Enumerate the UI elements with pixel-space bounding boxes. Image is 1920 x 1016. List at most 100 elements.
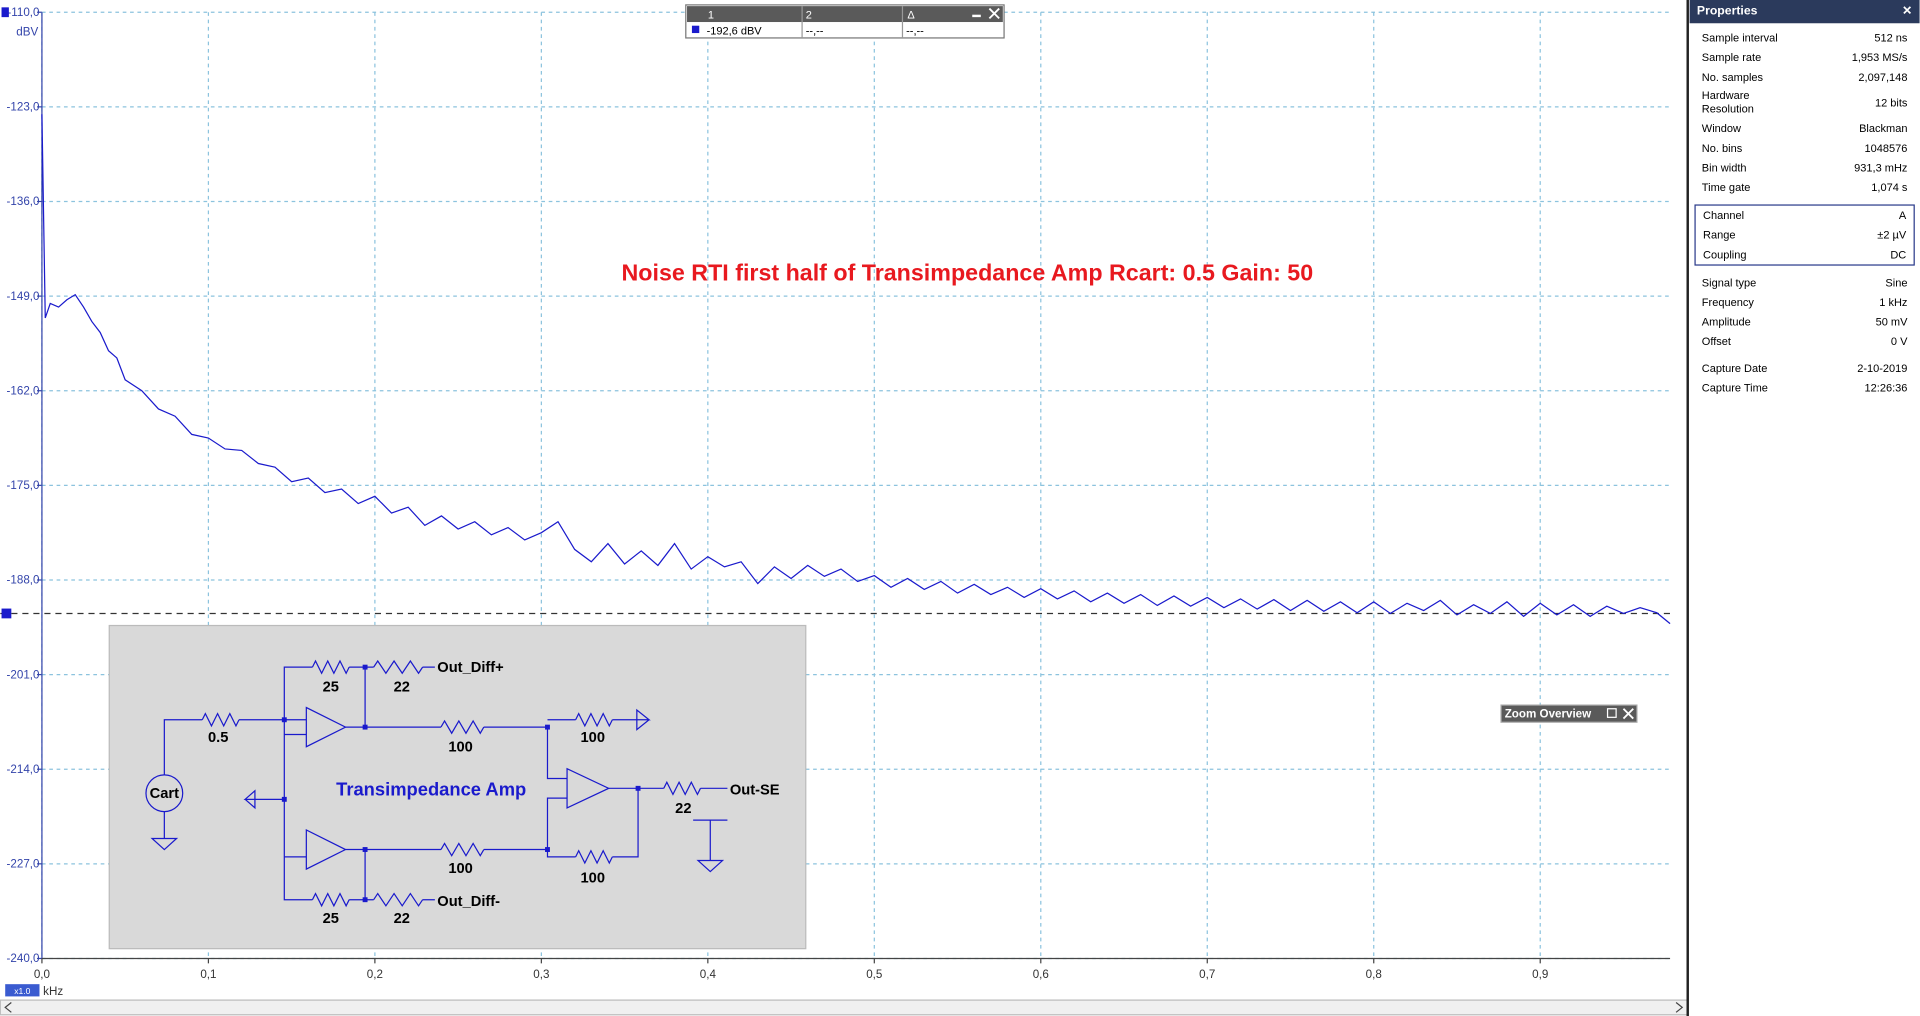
schematic-panel: [108, 624, 807, 950]
properties-title: Properties: [1696, 4, 1758, 19]
x-unit: kHz: [43, 985, 63, 998]
x-tick-label: 0,7: [1199, 968, 1215, 981]
zoom-overview[interactable]: Zoom Overview: [1500, 704, 1638, 723]
property-label: Bin width: [1701, 160, 1747, 174]
property-row: Range ±2 µV: [1696, 225, 1914, 245]
wire: [150, 719, 307, 851]
chart-title: Noise RTI first half of Transimpedance A…: [622, 259, 1314, 285]
axis-handle: [1, 7, 9, 18]
resistor: [663, 780, 702, 796]
property-row: Capture Time 12:26:36: [1694, 378, 1914, 398]
property-label: Capture Date: [1701, 361, 1768, 374]
property-row: No. samples 2,097,148: [1694, 67, 1914, 87]
close-button[interactable]: [988, 7, 1000, 20]
property-row: Channel A: [1696, 206, 1914, 226]
property-value: 2-10-2019: [1857, 362, 1908, 375]
property-value: 512 ns: [1874, 31, 1908, 45]
property-label: Time gate: [1701, 180, 1751, 193]
cursor-handle: [1, 608, 12, 619]
y-tick-label: -214,0: [7, 763, 40, 776]
scroll-arrows[interactable]: [4, 1002, 1684, 1013]
restore-button[interactable]: [1606, 708, 1617, 718]
property-label: Sample interval: [1701, 31, 1778, 44]
x-tick-label: 0,6: [1033, 968, 1049, 981]
resistor: [201, 712, 240, 728]
property-value: 12:26:36: [1864, 381, 1908, 395]
table-header-cell: 1: [708, 9, 714, 21]
property-label: Signal type: [1701, 276, 1757, 289]
wire: [283, 666, 435, 728]
scrollbar[interactable]: [0, 999, 1688, 1016]
table-header-cell: 2: [806, 9, 812, 21]
spectrum-line: [41, 114, 1671, 625]
property-row: Signal type Sine: [1694, 273, 1914, 293]
property-row: Sample interval 512 ns: [1694, 28, 1914, 48]
property-group: Sample interval 512 ns Sample rate 1,953 MS…: [1694, 28, 1914, 197]
property-row: Bin width 931,3 mHz: [1694, 158, 1914, 178]
property-label: Hardware Resolution: [1701, 89, 1754, 116]
y-unit: dBV: [16, 25, 38, 38]
resistor: [440, 842, 485, 857]
zoom-overview-bar: [1500, 704, 1638, 723]
table-cell: --,--: [906, 25, 924, 37]
resistor-label: 25: [323, 911, 339, 927]
source-label: Cart: [150, 786, 179, 802]
property-row: Coupling DC: [1696, 245, 1914, 265]
property-label: Offset: [1701, 334, 1732, 348]
x-tick-label: 0,9: [1532, 968, 1548, 981]
property-value: 0 V: [1890, 335, 1908, 348]
properties-panel: Properties ✕ Sample interval 512 nsSample …: [1689, 0, 1920, 1016]
x-tick-label: 0,3: [533, 968, 549, 981]
output-label: Out_Diff+: [437, 660, 503, 676]
resistor-label: 100: [448, 740, 472, 756]
property-label: Sample rate: [1701, 50, 1762, 64]
x-tick-label: 0,0: [34, 968, 50, 981]
resistor: [373, 892, 424, 907]
resistor: [311, 659, 350, 675]
property-row: Sample rate 1,953 MS/s: [1694, 48, 1914, 68]
properties: Properties ✕ Sample interval 512 ns Sample …: [1689, 0, 1920, 1016]
property-row: Amplitude 50 mV: [1694, 312, 1914, 332]
zoom-button-label: x1.0: [14, 986, 30, 996]
zoom-button[interactable]: [5, 984, 40, 997]
x-tick-label: 0,2: [367, 968, 383, 981]
property-value: 931,3 mHz: [1854, 161, 1908, 174]
y-tick-label: -136,0: [7, 195, 40, 208]
resistor: [440, 719, 485, 735]
wire: [243, 719, 435, 901]
property-value: DC: [1890, 248, 1907, 261]
property-value: Sine: [1885, 276, 1908, 289]
table-cell: --,--: [806, 25, 824, 37]
plot: -110,0 -123,0 -136,0 -149,0 -162,0 -175,0 -188…: [0, 6, 1671, 998]
properties-header: Properties ✕: [1689, 0, 1920, 24]
close-button[interactable]: [1622, 708, 1634, 720]
resistor-label: 0.5: [208, 730, 228, 746]
property-value: 1,953 MS/s: [1851, 51, 1908, 64]
property-value: 1048576: [1864, 141, 1908, 155]
x-tick-label: 0,8: [1366, 968, 1382, 981]
wire: [345, 788, 639, 858]
opamp: [305, 706, 611, 871]
property-row: Time gate 1,074 s: [1694, 177, 1914, 197]
property-label: Channel: [1703, 208, 1745, 221]
measurement-table[interactable]: 1 2 Δ -192,6 dBV --,-- --,--: [685, 4, 1005, 39]
resistor-label: 100: [448, 861, 472, 877]
property-row: Offset 0 V: [1694, 332, 1914, 352]
resistor: [311, 892, 350, 908]
property-row: Capture Date 2-10-2019: [1694, 359, 1914, 379]
table-header: [687, 6, 1003, 23]
property-group: Channel A Range ±2 µV Coupling DC: [1694, 204, 1915, 266]
channel-swatch: [691, 25, 700, 34]
y-tick-label: -227,0: [7, 858, 40, 871]
property-label: Capture Time: [1701, 381, 1768, 394]
property-row: Frequency 1 kHz: [1694, 293, 1914, 313]
property-value: Blackman: [1859, 122, 1908, 135]
close-button[interactable]: ✕: [1902, 4, 1913, 19]
resistor-label: 22: [394, 680, 410, 696]
property-label: Coupling: [1703, 247, 1747, 261]
resistor: [373, 659, 424, 675]
y-tick-label: -201,0: [7, 668, 40, 681]
x-tick-label: 0,1: [200, 968, 216, 981]
property-value: 1 kHz: [1879, 296, 1908, 309]
property-label: No. samples: [1701, 70, 1764, 83]
